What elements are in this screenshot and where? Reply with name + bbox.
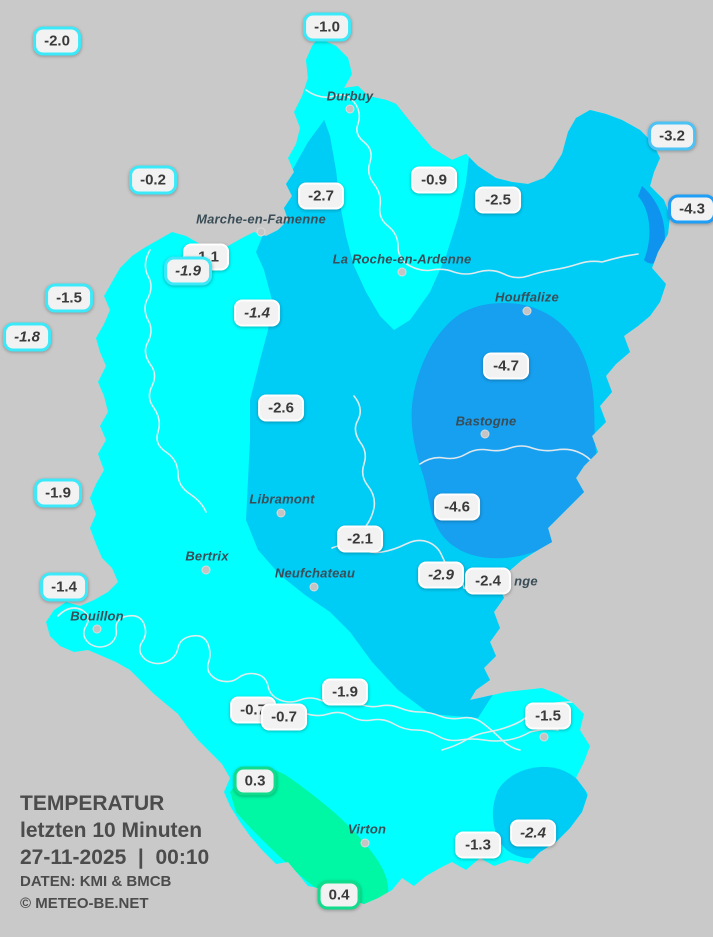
temperature-label: -4.3 (668, 194, 713, 224)
map-copyright: © METEO-BE.NET (20, 895, 149, 912)
city-dot (345, 104, 355, 114)
city-label: Bouillon (70, 608, 124, 624)
temperature-label: -2.1 (337, 525, 383, 553)
city-label: Bertrix (185, 548, 229, 564)
city-label: nge (514, 573, 538, 589)
river-lesse (144, 249, 207, 513)
temperature-label: -1.9 (322, 678, 368, 706)
temperature-label: -1.4 (40, 572, 88, 602)
temperature-label: -2.9 (418, 561, 464, 589)
temperature-label: -1.5 (525, 702, 571, 730)
city-dot (522, 306, 532, 316)
city-label: La Roche-en-Ardenne (332, 251, 472, 267)
river-upper (351, 395, 376, 541)
temperature-label: -1.5 (45, 283, 93, 313)
city-dot (92, 624, 102, 634)
map-data-source: DATEN: KMI & BMCB (20, 873, 172, 890)
temperature-label: -2.6 (258, 394, 304, 422)
city-label: Libramont (249, 491, 315, 507)
city-label: Houffalize (495, 289, 559, 305)
city-dot (397, 267, 407, 277)
temperature-label: -1.4 (234, 299, 280, 327)
city-label: Neufchateau (274, 565, 356, 581)
temperature-label: -2.7 (298, 182, 344, 210)
city-dot (360, 838, 370, 848)
river-ourthe (305, 89, 639, 279)
band-green-virton (230, 769, 389, 906)
city-dot (309, 582, 319, 592)
temperature-label: -2.5 (475, 186, 521, 214)
map-subtitle: letzten 10 Minuten (20, 819, 203, 842)
temperature-label: -3.2 (648, 121, 696, 151)
temperature-label: -1.0 (303, 12, 351, 42)
temperature-label: 0.4 (317, 880, 361, 910)
temperature-label: -2.4 (510, 819, 556, 847)
river-semois (57, 607, 521, 751)
band-cold-blue-east-crescent (638, 186, 665, 264)
temperature-label: -2.0 (33, 26, 81, 56)
city-dot (480, 429, 490, 439)
map-title: TEMPERATUR (20, 792, 165, 815)
temperature-label: -0.9 (411, 166, 457, 194)
map-datetime: 27-11-2025 | 00:10 (20, 846, 210, 869)
temperature-label: -1.9 (34, 478, 82, 508)
temperature-label: -4.6 (434, 493, 480, 521)
temperature-label: -1.9 (164, 256, 212, 286)
city-dot (201, 565, 211, 575)
temperature-label: -0.2 (129, 165, 177, 195)
city-label: Bastogne (455, 413, 517, 429)
city-dot (256, 227, 266, 237)
temperature-label: -1.8 (3, 322, 51, 352)
river-bastogne (419, 445, 595, 465)
city-dot (539, 732, 549, 742)
city-label: Virton (347, 821, 387, 837)
river-virton (301, 711, 559, 742)
title-block: TEMPERATUR letzten 10 Minuten 27-11-2025… (20, 790, 209, 915)
city-label: Marche-en-Famenne (196, 211, 326, 227)
city-label: Durbuy (326, 88, 374, 104)
temperature-label: -0.7 (261, 703, 307, 731)
temperature-label: -2.4 (465, 567, 511, 595)
temperature-label: -4.7 (483, 352, 529, 380)
city-dot (276, 508, 286, 518)
temperature-label: -1.3 (455, 831, 501, 859)
temperature-label: 0.3 (233, 766, 277, 796)
